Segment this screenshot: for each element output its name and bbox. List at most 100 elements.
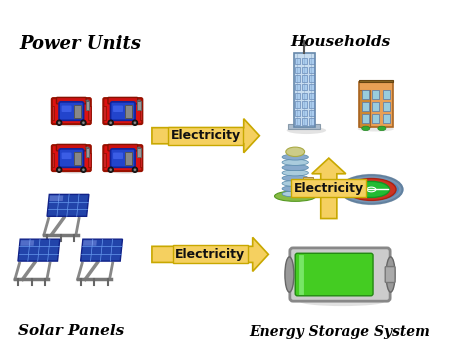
Bar xyxy=(302,84,307,90)
Polygon shape xyxy=(47,195,89,216)
Circle shape xyxy=(81,120,86,125)
Ellipse shape xyxy=(108,167,143,174)
FancyBboxPatch shape xyxy=(113,153,123,159)
Text: Electricity: Electricity xyxy=(294,182,364,195)
Ellipse shape xyxy=(386,257,395,292)
Bar xyxy=(302,110,307,116)
FancyBboxPatch shape xyxy=(59,102,83,120)
Bar xyxy=(383,114,390,123)
Bar xyxy=(309,67,314,73)
FancyBboxPatch shape xyxy=(303,177,313,194)
Bar xyxy=(302,67,307,73)
Bar xyxy=(103,153,106,168)
Bar xyxy=(372,114,380,123)
FancyBboxPatch shape xyxy=(290,248,390,301)
Polygon shape xyxy=(83,240,97,246)
Bar xyxy=(302,101,307,108)
FancyBboxPatch shape xyxy=(103,145,142,171)
Ellipse shape xyxy=(282,165,309,171)
Bar xyxy=(359,91,370,127)
Text: Power Units: Power Units xyxy=(19,35,141,53)
Bar xyxy=(302,58,307,65)
Bar xyxy=(302,75,307,82)
Bar xyxy=(295,58,300,65)
Circle shape xyxy=(134,121,136,124)
Circle shape xyxy=(109,121,112,124)
Polygon shape xyxy=(312,158,346,218)
Bar xyxy=(295,75,300,82)
Bar xyxy=(52,106,55,121)
Ellipse shape xyxy=(282,170,309,176)
FancyBboxPatch shape xyxy=(52,145,91,171)
Ellipse shape xyxy=(346,178,396,200)
Circle shape xyxy=(82,121,85,124)
Bar xyxy=(359,82,393,127)
Ellipse shape xyxy=(108,120,143,127)
Bar xyxy=(359,80,393,82)
Bar xyxy=(295,110,300,116)
Bar xyxy=(103,106,106,121)
Bar xyxy=(383,90,390,99)
Circle shape xyxy=(58,121,61,124)
Ellipse shape xyxy=(86,100,89,101)
FancyBboxPatch shape xyxy=(110,102,135,120)
FancyBboxPatch shape xyxy=(113,105,123,112)
Bar xyxy=(309,58,314,65)
Bar xyxy=(137,101,140,110)
Bar xyxy=(295,67,300,73)
FancyBboxPatch shape xyxy=(385,266,395,282)
Bar xyxy=(86,101,89,110)
Ellipse shape xyxy=(282,191,309,197)
FancyBboxPatch shape xyxy=(52,98,91,124)
Circle shape xyxy=(108,167,113,173)
Bar xyxy=(309,92,314,99)
Ellipse shape xyxy=(282,186,309,192)
Ellipse shape xyxy=(86,147,89,148)
Bar xyxy=(295,101,300,108)
Ellipse shape xyxy=(282,154,309,160)
FancyBboxPatch shape xyxy=(62,105,72,112)
Bar xyxy=(383,102,390,111)
Circle shape xyxy=(81,167,86,173)
FancyBboxPatch shape xyxy=(295,253,373,296)
Bar xyxy=(362,114,369,123)
Bar xyxy=(295,84,300,90)
Bar xyxy=(295,92,300,99)
Circle shape xyxy=(109,169,112,171)
FancyBboxPatch shape xyxy=(110,149,135,168)
Ellipse shape xyxy=(353,182,390,197)
FancyBboxPatch shape xyxy=(59,149,83,168)
Ellipse shape xyxy=(282,159,309,165)
Ellipse shape xyxy=(286,147,305,157)
Ellipse shape xyxy=(378,126,386,131)
Ellipse shape xyxy=(287,127,326,134)
Bar xyxy=(52,153,55,168)
Circle shape xyxy=(82,169,85,171)
Bar xyxy=(140,106,142,121)
Bar xyxy=(309,84,314,90)
Bar xyxy=(86,148,89,157)
Ellipse shape xyxy=(274,191,316,201)
Text: Solar Panels: Solar Panels xyxy=(18,323,125,338)
Ellipse shape xyxy=(362,126,370,131)
Bar xyxy=(295,118,300,125)
FancyBboxPatch shape xyxy=(6,0,468,361)
Ellipse shape xyxy=(56,167,91,174)
Polygon shape xyxy=(81,239,122,261)
Bar xyxy=(294,53,315,127)
FancyBboxPatch shape xyxy=(108,97,137,104)
Bar xyxy=(140,153,142,168)
Bar xyxy=(302,118,307,125)
Ellipse shape xyxy=(56,120,91,127)
FancyBboxPatch shape xyxy=(288,124,320,129)
Circle shape xyxy=(132,120,137,125)
Ellipse shape xyxy=(300,297,384,306)
Bar xyxy=(372,90,380,99)
Ellipse shape xyxy=(137,100,140,101)
Bar xyxy=(302,92,307,99)
Polygon shape xyxy=(152,238,268,271)
Bar xyxy=(362,102,369,111)
Bar xyxy=(88,106,91,121)
Circle shape xyxy=(58,169,61,171)
FancyBboxPatch shape xyxy=(73,105,81,118)
